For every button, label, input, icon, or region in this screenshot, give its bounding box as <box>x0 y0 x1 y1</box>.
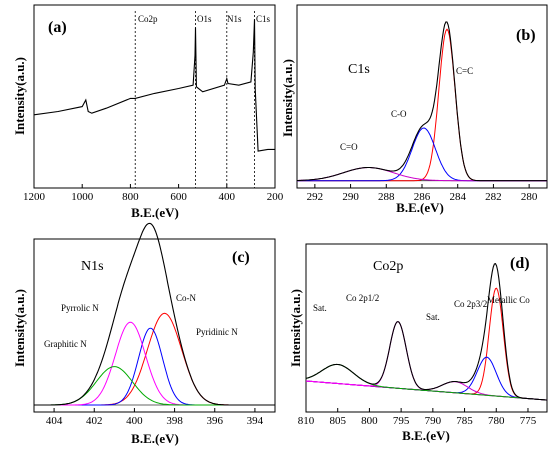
panel-c-tick-label: 396 <box>207 415 224 427</box>
annotation-pyridinic-n: Pyridinic N <box>196 327 238 337</box>
annotation-c-eq-o: C=O <box>340 142 358 152</box>
panel-a-tick-label: 600 <box>170 191 187 203</box>
annotation-sat-2: Sat. <box>426 312 440 322</box>
panel-d-letter: (d) <box>510 255 530 272</box>
panel-a-tick-label: 400 <box>219 191 236 203</box>
panel-d-component-1 <box>305 356 548 401</box>
panel-d-xlabel: B.E.(eV) <box>402 428 450 443</box>
panel-c: 404 402 400 398 396 394 (c) N1s B.E.(eV) Inte… <box>12 222 276 446</box>
annotation-sat-1: Sat. <box>313 303 327 313</box>
survey-spectrum-line <box>33 19 275 152</box>
panel-b-envelope-line <box>297 21 547 182</box>
panel-d: 810 805 800 795 790 785 780 775 (d) Co2p B.E.(e… <box>288 243 548 443</box>
panel-d-tick-label: 805 <box>329 415 346 427</box>
panel-c-tick-label: 394 <box>247 415 264 427</box>
panel-c-tick-label: 398 <box>166 415 183 427</box>
panel-c-tick-label: 400 <box>126 415 143 427</box>
marker-label-o1s: O1s <box>197 14 212 24</box>
annotation-pyrrolic-n: Pyrrolic N <box>61 303 99 313</box>
panel-a-xlabel: B.E.(eV) <box>131 205 179 220</box>
annotation-c-o: C-O <box>391 109 407 119</box>
panel-c-tick-label: 404 <box>46 415 63 427</box>
panel-d-frame <box>305 243 548 413</box>
annotation-co-n: Co-N <box>176 293 197 303</box>
panel-b-frame <box>296 4 548 189</box>
panel-b-component-1 <box>297 127 547 182</box>
panel-d-tick-label: 810 <box>298 415 315 427</box>
panel-c-title: N1s <box>81 259 104 274</box>
panel-c-letter: (c) <box>232 249 250 266</box>
annotation-metallic-co: Metallic Co <box>487 295 530 305</box>
panel-a-tick-label: 200 <box>267 191 284 203</box>
marker-label-co2p: Co2p <box>138 14 158 24</box>
panel-b-tick-label: 292 <box>307 191 324 203</box>
panel-c-frame <box>33 238 276 413</box>
panel-a-letter: (a) <box>48 19 67 36</box>
panel-d-component-3 <box>305 321 548 401</box>
panel-a-tick-label: 1200 <box>23 191 46 203</box>
panel-b-component-0 <box>297 28 547 182</box>
panel-b-tick-label: 284 <box>449 191 466 203</box>
panel-d-tick-label: 800 <box>361 415 378 427</box>
panel-c-tick-label: 402 <box>86 415 103 427</box>
panel-d-tick-label: 785 <box>456 415 473 427</box>
marker-label-n1s: N1s <box>227 14 242 24</box>
panel-a-ylabel: Intensity(a.u.) <box>12 57 27 135</box>
annotation-graphitic-n: Graphitic N <box>44 339 87 349</box>
panel-c-component-0 <box>34 312 275 406</box>
panel-a-tick-label: 800 <box>122 191 139 203</box>
panel-c-component-3 <box>34 366 275 406</box>
panel-b-component-2 <box>297 167 547 182</box>
panel-d-title: Co2p <box>373 259 403 274</box>
annotation-c-eq-c: C=C <box>456 66 473 76</box>
panel-b-tick-label: 288 <box>378 191 395 203</box>
panel-d-ylabel: Intensity(a.u.) <box>288 289 303 367</box>
panel-b-tick-label: 280 <box>521 191 538 203</box>
panel-c-envelope-line <box>34 222 275 406</box>
panel-c-xlabel: B.E.(eV) <box>131 431 179 446</box>
panel-a-frame <box>33 4 276 189</box>
annotation-co-2p32: Co 2p3/2 <box>454 299 487 309</box>
panel-b-tick-label: 286 <box>414 191 431 203</box>
panel-b: 292 290 288 286 284 282 280 (b) C1s B.E.(eV) I… <box>280 4 548 215</box>
panel-d-tick-label: 780 <box>488 415 505 427</box>
panel-b-title: C1s <box>348 62 370 77</box>
panel-c-component-2 <box>34 321 275 406</box>
panel-d-tick-label: 790 <box>425 415 442 427</box>
panel-a-tick-label: 1000 <box>71 191 94 203</box>
panel-b-xlabel: B.E.(eV) <box>396 200 444 215</box>
marker-label-c1s: C1s <box>256 14 271 24</box>
panel-d-tick-label: 775 <box>520 415 537 427</box>
panel-c-ylabel: Intensity(a.u.) <box>12 289 27 367</box>
annotation-co-2p12: Co 2p1/2 <box>346 293 379 303</box>
panel-a: 1200 1000 800 600 400 200 (a) B.E.(eV) Intens… <box>12 4 284 220</box>
panel-b-tick-label: 282 <box>485 191 502 203</box>
panel-d-tick-label: 795 <box>393 415 410 427</box>
panel-b-letter: (b) <box>516 27 536 44</box>
panel-b-tick-label: 290 <box>342 191 359 203</box>
panel-b-ylabel: Intensity(a.u.) <box>280 59 295 137</box>
panel-d-envelope-line <box>305 263 548 401</box>
